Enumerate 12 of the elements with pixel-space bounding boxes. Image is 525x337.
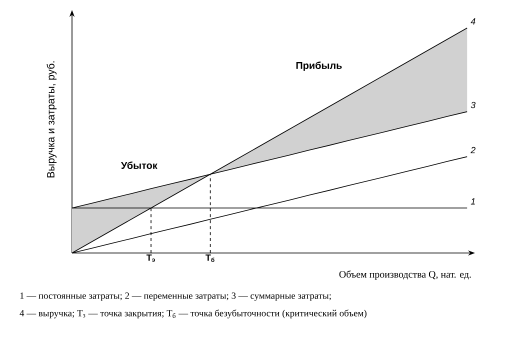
y-axis-title: Выручка и затраты, руб. xyxy=(46,61,57,178)
series-label: 2 xyxy=(470,146,476,154)
x-axis-title: Объем производства Q, нат. ед. xyxy=(339,270,471,280)
text: 1 — постоянные затраты; 2 — переменные затраты; 3 — суммарные затраты; xyxy=(20,292,331,301)
annotation: Прибыль xyxy=(296,62,342,71)
x-tick-label: T$_{э}$ xyxy=(146,254,155,262)
series-label: 1 xyxy=(470,198,475,204)
annotation: Убыток xyxy=(120,162,158,169)
series-label: 3 xyxy=(470,102,476,108)
x-tick-label: T$_{б}$ xyxy=(206,254,214,262)
text: 4 — выручка; T$_{з}$ — точка закрытия; T$_{б}$ — точка безубыточности (критический объем) xyxy=(20,310,366,318)
series-label: 4 xyxy=(470,18,476,24)
